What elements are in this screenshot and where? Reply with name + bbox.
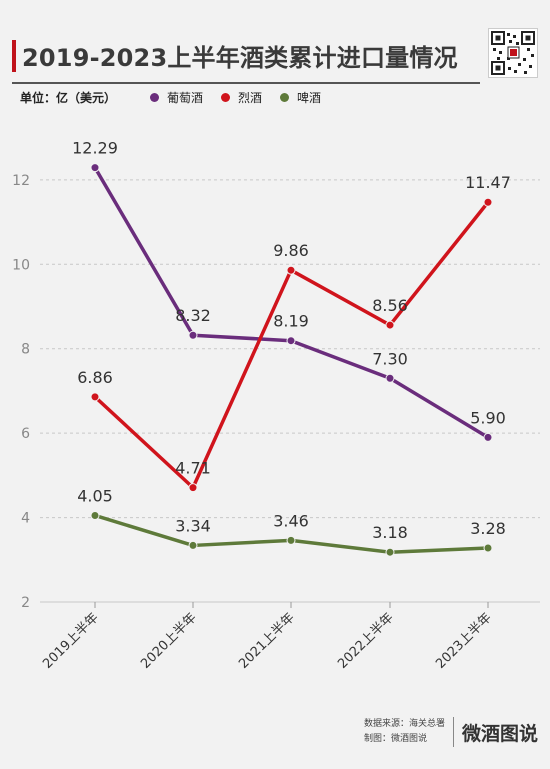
footer-divider	[452, 717, 454, 747]
data-label-beer: 3.18	[372, 523, 408, 542]
data-point-wine	[385, 373, 395, 383]
y-tick-label: 6	[21, 426, 30, 442]
data-point-wine	[90, 163, 100, 173]
legend: 单位：亿（美元） 葡萄酒 烈酒 啤酒	[20, 88, 339, 106]
data-source: 数据来源：海关总署	[363, 719, 445, 729]
data-label-spirits: 8.56	[372, 296, 408, 315]
footer: 数据来源：海关总署 制图：微酒图说 微酒图说	[364, 717, 538, 747]
y-tick-label: 12	[12, 173, 30, 189]
data-label-beer: 3.34	[175, 516, 211, 535]
legend-marker-beer	[280, 92, 290, 102]
legend-item-wine: 葡萄酒	[150, 89, 203, 106]
data-label-beer: 4.05	[77, 486, 113, 505]
x-tick-label: 2021上半年	[236, 610, 298, 672]
data-label-wine: 12.29	[72, 139, 118, 158]
chart-title: 2019-2023上半年酒类累计进口量情况	[22, 44, 458, 72]
data-point-spirits	[483, 197, 493, 207]
x-tick-label: 2020上半年	[138, 610, 200, 672]
x-tick-label: 2022上半年	[335, 610, 397, 672]
data-point-spirits	[385, 320, 395, 330]
unit-label: 单位：亿（美元）	[20, 90, 117, 105]
legend-item-beer: 啤酒	[280, 89, 321, 106]
data-label-wine: 7.30	[372, 349, 408, 368]
data-label-wine: 8.32	[175, 306, 211, 325]
legend-marker-wine	[150, 92, 160, 102]
data-point-wine	[483, 432, 493, 442]
title-underline	[12, 82, 480, 84]
data-label-spirits: 4.71	[175, 459, 211, 478]
data-point-wine	[188, 330, 198, 340]
legend-label-spirits: 烈酒	[238, 90, 263, 105]
qr-code	[488, 28, 538, 78]
footer-credits: 数据来源：海关总署 制图：微酒图说	[364, 717, 445, 747]
made-by: 制图：微酒图说	[363, 734, 427, 744]
data-label-wine: 5.90	[470, 408, 506, 427]
data-label-spirits: 11.47	[465, 173, 511, 192]
x-tick-label: 2019上半年	[40, 610, 102, 672]
data-point-beer	[385, 547, 395, 557]
data-label-beer: 3.28	[470, 519, 506, 538]
data-point-spirits	[286, 265, 296, 275]
legend-label-wine: 葡萄酒	[167, 90, 204, 105]
data-point-beer	[90, 510, 100, 520]
data-label-wine: 8.19	[273, 312, 309, 331]
data-label-beer: 3.46	[273, 511, 309, 530]
data-point-spirits	[188, 483, 198, 493]
legend-item-spirits: 烈酒	[221, 89, 262, 106]
data-label-spirits: 6.86	[77, 368, 113, 387]
data-point-spirits	[90, 392, 100, 402]
legend-marker-spirits	[221, 92, 231, 102]
data-point-beer	[286, 535, 296, 545]
y-tick-label: 4	[21, 511, 30, 527]
x-tick-label: 2023上半年	[433, 610, 495, 672]
data-point-wine	[286, 336, 296, 346]
title-accent-bar	[12, 40, 16, 72]
data-point-beer	[188, 540, 198, 550]
y-tick-label: 10	[12, 257, 30, 273]
y-tick-label: 8	[21, 342, 30, 358]
series-line-wine	[93, 166, 489, 439]
brand-logo: 微酒图说	[461, 722, 538, 745]
data-point-beer	[483, 543, 493, 553]
y-tick-label: 2	[21, 595, 30, 611]
data-label-spirits: 9.86	[273, 241, 309, 260]
legend-label-beer: 啤酒	[297, 90, 322, 105]
